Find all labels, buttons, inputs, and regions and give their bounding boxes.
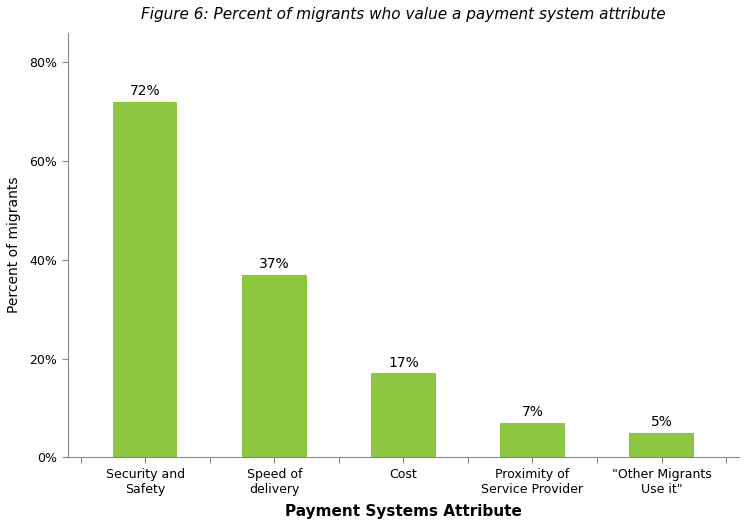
Bar [242, 275, 307, 457]
X-axis label: Payment Systems Attribute: Payment Systems Attribute [285, 504, 521, 519]
Bar [630, 432, 694, 457]
Text: 37%: 37% [259, 257, 289, 271]
Y-axis label: Percent of migrants: Percent of migrants [7, 177, 21, 313]
Text: 72%: 72% [130, 85, 160, 98]
Text: 17%: 17% [388, 356, 419, 370]
Text: 5%: 5% [651, 415, 673, 429]
Bar [501, 423, 565, 457]
Title: Figure 6: Percent of migrants who value a payment system attribute: Figure 6: Percent of migrants who value … [141, 7, 665, 22]
Bar [371, 373, 436, 457]
Text: 7%: 7% [521, 406, 543, 419]
Bar [113, 102, 178, 457]
